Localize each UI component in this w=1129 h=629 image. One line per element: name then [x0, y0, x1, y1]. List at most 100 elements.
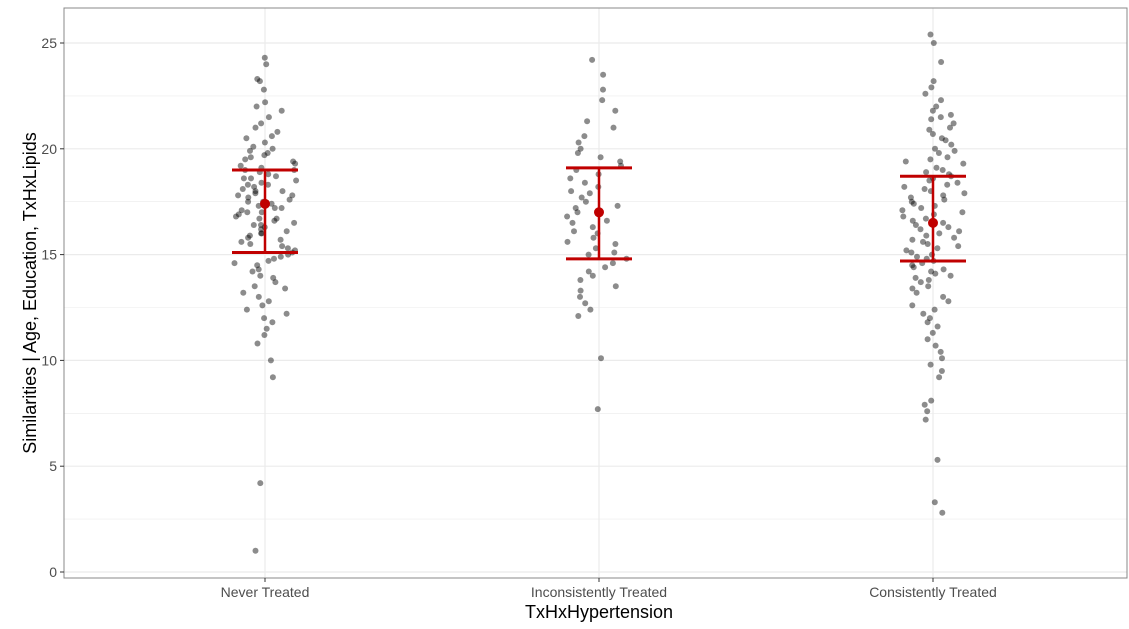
y-tick-label: 15 [41, 247, 57, 263]
data-point [240, 186, 246, 192]
data-point [955, 243, 961, 249]
data-point [261, 152, 267, 158]
data-point [591, 235, 597, 241]
data-point [245, 235, 251, 241]
data-point [925, 319, 931, 325]
data-point [899, 207, 905, 213]
data-point [913, 222, 919, 228]
data-point [577, 294, 583, 300]
data-point [923, 417, 929, 423]
data-point [279, 243, 285, 249]
data-point [279, 108, 285, 114]
data-point [292, 161, 298, 167]
data-point [939, 355, 945, 361]
data-point [270, 146, 276, 152]
data-point [961, 190, 967, 196]
data-point [939, 510, 945, 516]
data-point [923, 233, 929, 239]
data-point [911, 264, 917, 270]
data-point [933, 343, 939, 349]
data-point [244, 307, 250, 313]
x-axis-title: TxHxHypertension [525, 602, 673, 622]
data-point [262, 140, 268, 146]
data-point [927, 156, 933, 162]
y-tick-label: 25 [41, 35, 57, 51]
data-point [613, 283, 619, 289]
data-point [589, 57, 595, 63]
data-point [956, 228, 962, 234]
data-point [600, 72, 606, 78]
data-point [263, 61, 269, 67]
data-point [269, 319, 275, 325]
data-point [258, 230, 264, 236]
data-point [284, 311, 290, 317]
data-point [259, 302, 265, 308]
data-point [257, 273, 263, 279]
data-point [925, 241, 931, 247]
data-point [262, 99, 268, 105]
data-point [931, 40, 937, 46]
data-point [936, 150, 942, 156]
y-tick-label: 20 [41, 141, 57, 157]
data-point [903, 159, 909, 165]
data-point [261, 332, 267, 338]
data-point [570, 220, 576, 226]
data-point [565, 239, 571, 245]
x-tick-label: Inconsistently Treated [531, 584, 667, 600]
data-point [940, 220, 946, 226]
data-point [922, 91, 928, 97]
data-point [914, 254, 920, 260]
data-point [602, 264, 608, 270]
data-point [587, 190, 593, 196]
data-point [264, 326, 270, 332]
data-point [273, 173, 279, 179]
data-point [255, 341, 261, 347]
data-point [928, 84, 934, 90]
data-point [232, 260, 238, 266]
data-point [243, 135, 249, 141]
data-point [235, 192, 241, 198]
data-point [928, 116, 934, 122]
data-point [930, 330, 936, 336]
data-point [272, 279, 278, 285]
data-point [245, 199, 251, 205]
panel-background [64, 8, 1127, 578]
data-point [922, 186, 928, 192]
data-point [278, 237, 284, 243]
data-point [595, 406, 601, 412]
data-point [615, 203, 621, 209]
data-point [564, 214, 570, 220]
data-point [571, 228, 577, 234]
data-point [948, 273, 954, 279]
data-point [939, 368, 945, 374]
data-point [945, 224, 951, 230]
data-point [250, 269, 256, 275]
data-point [258, 120, 264, 126]
data-point [926, 277, 932, 283]
data-point [900, 214, 906, 220]
data-point [936, 230, 942, 236]
mean-point [594, 207, 604, 217]
data-point [936, 374, 942, 380]
mean-point [928, 218, 938, 228]
data-point [251, 222, 257, 228]
data-point [238, 163, 244, 169]
data-point [610, 260, 616, 266]
data-point [247, 148, 253, 154]
data-point [578, 288, 584, 294]
data-point [612, 108, 618, 114]
data-point [918, 205, 924, 211]
data-point [945, 298, 951, 304]
data-point [284, 228, 290, 234]
data-point [587, 307, 593, 313]
data-point [599, 97, 605, 103]
data-point [266, 258, 272, 264]
data-point [913, 275, 919, 281]
data-point [928, 362, 934, 368]
data-point [611, 250, 617, 256]
data-point [256, 216, 262, 222]
data-point [600, 87, 606, 93]
data-point [955, 180, 961, 186]
mean-point [260, 199, 270, 209]
data-point [909, 237, 915, 243]
